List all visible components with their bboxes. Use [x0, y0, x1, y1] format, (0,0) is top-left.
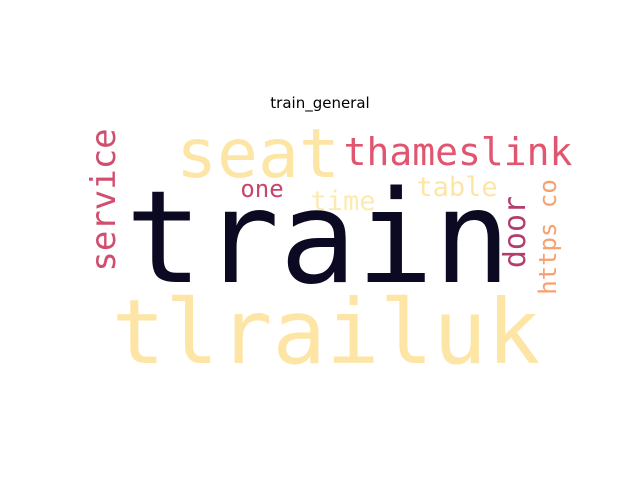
word-thameslink: thameslink	[344, 130, 573, 174]
word-one: one	[240, 175, 283, 203]
word-seat: seat	[176, 115, 340, 194]
figure-title: train_general	[270, 94, 370, 112]
word-time: time	[310, 186, 375, 217]
word-service: service	[84, 128, 124, 271]
word-tlrailuk: tlrailuk	[112, 280, 541, 384]
word-door: door	[498, 196, 533, 268]
word-https-co: https co	[534, 179, 562, 295]
word-train: train	[125, 164, 510, 313]
word-table: table	[416, 172, 497, 203]
